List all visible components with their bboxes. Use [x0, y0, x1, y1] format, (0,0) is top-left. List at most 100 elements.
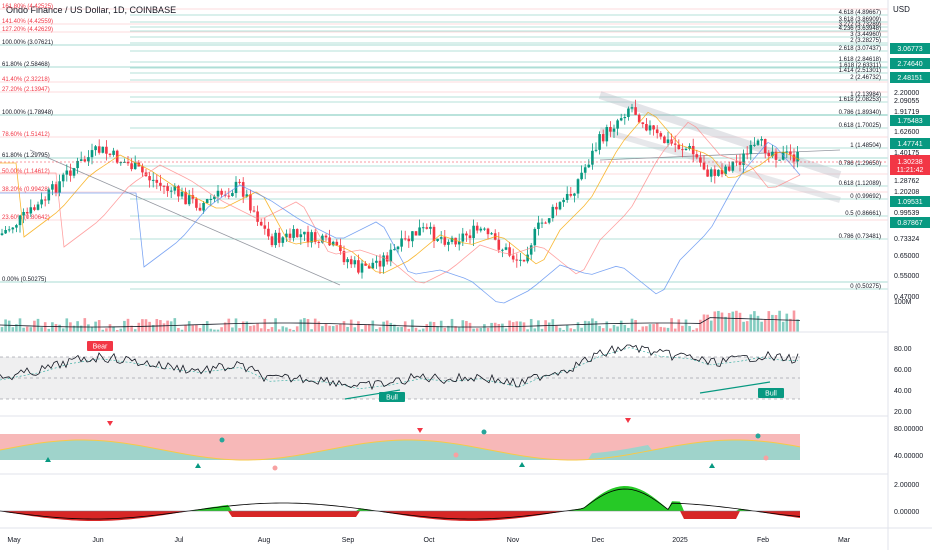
candle-body [36, 204, 40, 210]
candle-body [382, 255, 385, 267]
candle-body [22, 211, 25, 216]
volume-bar [346, 326, 349, 332]
candle-body [529, 245, 533, 255]
volume-bar [479, 328, 483, 332]
currency-button[interactable]: USD [893, 5, 910, 14]
candle-body [569, 193, 573, 196]
volume-bar [781, 321, 785, 332]
candle-body [533, 228, 537, 246]
volume-bar [108, 324, 112, 332]
volume-bar [443, 327, 447, 332]
volume-bar [252, 325, 256, 332]
volume-bar [450, 318, 454, 332]
trend-channel [599, 127, 841, 203]
candle-body [587, 164, 591, 168]
volume-bar [198, 328, 202, 332]
volume-bar [256, 323, 259, 332]
candle-body [177, 186, 180, 197]
candle-body [605, 127, 609, 142]
candle-body [490, 233, 493, 235]
price-tag [890, 196, 930, 207]
volume-bar [673, 328, 677, 332]
volume-bar [659, 326, 663, 332]
volume-bar [601, 328, 605, 332]
candle-body [43, 199, 47, 201]
volume-bar [61, 328, 65, 332]
pane-axis-label: 40.00000 [894, 453, 923, 460]
volume-bar [382, 321, 385, 332]
volume-bar [47, 328, 51, 332]
candle-body [411, 231, 414, 242]
candle-body [720, 169, 724, 175]
volume-bar [461, 320, 465, 332]
candle-body [342, 251, 346, 263]
candle-body [133, 162, 137, 170]
bar-countdown: 11:21:42 [897, 167, 924, 174]
candle-body [18, 215, 22, 226]
fib-ext-label: 4.618 (4.89667) [839, 10, 881, 16]
volume-bar [619, 320, 623, 332]
candle-body [522, 259, 526, 262]
candle-body [666, 139, 670, 144]
volume-bar [357, 321, 360, 332]
candle-body [306, 231, 310, 243]
volume-bar [587, 321, 591, 332]
dot-marker [481, 429, 487, 435]
candle-body [627, 108, 630, 118]
candle-body [749, 144, 753, 155]
candle-body [738, 161, 742, 165]
fib-ext-label: 0.786 (1.89340) [839, 110, 881, 116]
candle-body [591, 150, 594, 165]
price-label: 2.20000 [894, 90, 919, 97]
volume-bar [630, 318, 634, 332]
candle-body [385, 255, 389, 262]
candle-body [169, 190, 173, 192]
momentum-line [0, 488, 801, 520]
candle-body [166, 186, 169, 191]
price-label: 0.47000 [894, 294, 919, 301]
fib-ext-label: 0.618 (1.12089) [839, 181, 881, 187]
volume-bar [580, 327, 583, 332]
candle-body [486, 228, 490, 235]
momentum-negative [0, 511, 800, 521]
volume-bar [533, 328, 537, 332]
candle-body [349, 259, 353, 265]
candle-body [418, 227, 421, 236]
volume-bar [22, 327, 25, 332]
time-label: Nov [507, 537, 520, 544]
volume-bar [447, 325, 450, 332]
time-axis[interactable]: May Jun Jul Aug Sep Oct Nov Dec 2025 Feb Mar [7, 537, 850, 544]
volume-bar [292, 329, 295, 332]
fib-ext-label: 3 (3.44960) [850, 32, 881, 38]
volume-bar [562, 329, 565, 332]
volume-bar [306, 319, 310, 332]
volume-bar [688, 326, 691, 332]
candle-body [47, 189, 51, 201]
candle-body [436, 238, 439, 241]
candle-body [724, 166, 727, 175]
candle-body [612, 128, 616, 132]
volume-bar [749, 314, 753, 332]
pane-axis-label: 0.00000 [894, 509, 919, 516]
candle-body [389, 249, 393, 262]
candle-body [457, 241, 461, 245]
candle-body [285, 233, 288, 238]
volume-bar [335, 325, 339, 332]
candle-body [0, 233, 4, 235]
volume-bar [87, 324, 90, 332]
candle-body [526, 254, 529, 262]
candle-body [432, 226, 436, 241]
candle-body [616, 120, 619, 129]
price-tag-text: 1.09531 [897, 199, 922, 206]
candle-body [407, 238, 411, 242]
candle-body [706, 169, 709, 177]
candle-body [324, 235, 328, 238]
volume-bar [709, 320, 713, 332]
volume-bar [299, 319, 303, 332]
volume-pane [0, 310, 801, 332]
price-tag [890, 43, 930, 54]
candle-body [270, 236, 274, 246]
time-label: Dec [592, 537, 605, 544]
